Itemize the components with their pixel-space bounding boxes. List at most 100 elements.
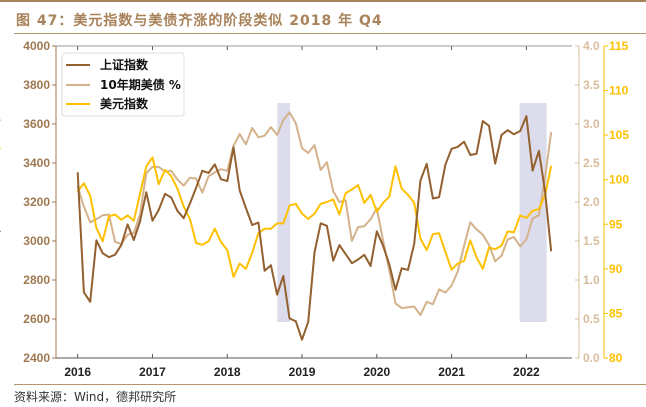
dxy-point (95, 227, 98, 229)
dxy-point (114, 213, 116, 216)
bond-yield-point (139, 213, 141, 216)
sse-point (425, 162, 428, 165)
dxy-point (282, 222, 285, 225)
footer-divider (14, 384, 646, 385)
sse-point (388, 263, 391, 266)
sse-point (164, 193, 166, 195)
bond-yield-point (357, 226, 359, 228)
dxy-point (151, 156, 154, 159)
dxy-point (513, 231, 515, 234)
bond-yield-point (319, 169, 322, 171)
x-tick-label: 2016 (64, 365, 91, 379)
bond-yield-point (220, 168, 222, 171)
bond-yield-point (313, 144, 316, 146)
sse-point (238, 189, 241, 192)
bond-yield-point (101, 214, 104, 217)
bond-tick-label: 4.0 (583, 39, 600, 53)
bond-yield-point (108, 213, 110, 216)
dxy-point (525, 217, 528, 219)
sse-point (481, 120, 484, 122)
dxy-point (550, 165, 552, 168)
sse-point (157, 209, 160, 211)
bond-yield-point (276, 134, 278, 136)
bond-tick-label: 1.5 (583, 234, 600, 248)
dxy-point (376, 211, 378, 213)
dxy-point (101, 240, 104, 243)
dxy-tick-label: 90 (609, 262, 623, 276)
sse-point (538, 150, 540, 152)
dxy-tick-label: 100 (609, 173, 629, 187)
bond-yield-point (201, 191, 204, 194)
dxy-point (195, 242, 197, 244)
sse-point (176, 209, 179, 212)
sse-point (525, 115, 528, 117)
bond-yield-point (457, 270, 459, 273)
sse-point (363, 254, 366, 256)
sse-point (95, 239, 98, 242)
bond-yield-point (438, 288, 440, 291)
bond-yield-point (494, 260, 496, 263)
dxy-tick-label: 110 (609, 84, 629, 98)
dxy-tick-label: 85 (609, 306, 623, 320)
sse-point (407, 269, 409, 271)
sse-point (332, 259, 335, 262)
sse-point (89, 301, 91, 303)
sse-point (132, 239, 135, 241)
left-tick-label: 3600 (23, 117, 50, 131)
sse-point (475, 153, 478, 155)
dxy-point (481, 268, 484, 270)
sse-point (376, 230, 378, 233)
dxy-point (182, 205, 185, 208)
dxy-point (201, 243, 204, 246)
dxy-point (531, 210, 534, 212)
left-tick-label: 3800 (23, 78, 50, 92)
bond-tick-label: 2.0 (583, 195, 600, 209)
axes: 2400 2600 2800 3000 3200 3400 3600 3800 4000 2016… (23, 39, 629, 379)
dxy-point (238, 262, 241, 265)
legend-label-dxy: 美元指数 (100, 96, 149, 111)
shaded-period-1 (519, 103, 547, 322)
sse-point (450, 147, 453, 150)
dxy-point (232, 276, 235, 278)
bond-tick-label: 0.5 (583, 312, 600, 326)
bond-yield-point (263, 134, 266, 137)
dxy-point (438, 232, 440, 234)
bond-tick-label: 1.0 (583, 273, 600, 287)
bond-yield-point (450, 284, 453, 287)
x-tick-label: 2021 (438, 365, 465, 379)
dxy-point (226, 249, 229, 251)
bond-tick-label: 0.0 (583, 351, 600, 365)
sse-point (0, 230, 1, 233)
bond-yield-point (500, 255, 503, 257)
sse-point (438, 196, 440, 198)
sse-point (500, 134, 503, 136)
bond-yield-point (407, 306, 409, 309)
bond-yield-point (363, 225, 366, 227)
dxy-point (432, 233, 434, 235)
sse-point (369, 265, 372, 267)
dxy-point (351, 188, 353, 191)
bond-yield-point (481, 233, 484, 236)
dxy-point (357, 184, 359, 186)
bond-yield-point (251, 127, 253, 129)
sse-point (257, 221, 260, 224)
bond-yield-point (132, 232, 135, 234)
sse-point (319, 222, 322, 225)
bond-yield-point (550, 131, 552, 134)
sse-point (201, 170, 204, 172)
sse-point (270, 264, 272, 266)
bond-yield-point (145, 172, 148, 174)
chart-title: 图 47：美元指数与美债齐涨的阶段类似 2018 年 Q4 (16, 13, 383, 29)
sse-point (101, 252, 104, 254)
bond-yield-point (332, 190, 335, 192)
dxy-point (120, 219, 123, 221)
bond-yield-point (176, 178, 179, 181)
sse-point (108, 256, 110, 258)
dxy-point (519, 214, 521, 217)
sse-point (531, 169, 534, 172)
bond-yield-point (326, 161, 328, 164)
dxy-point (263, 227, 266, 230)
dxy-point (83, 182, 85, 185)
sse-point (83, 291, 85, 294)
